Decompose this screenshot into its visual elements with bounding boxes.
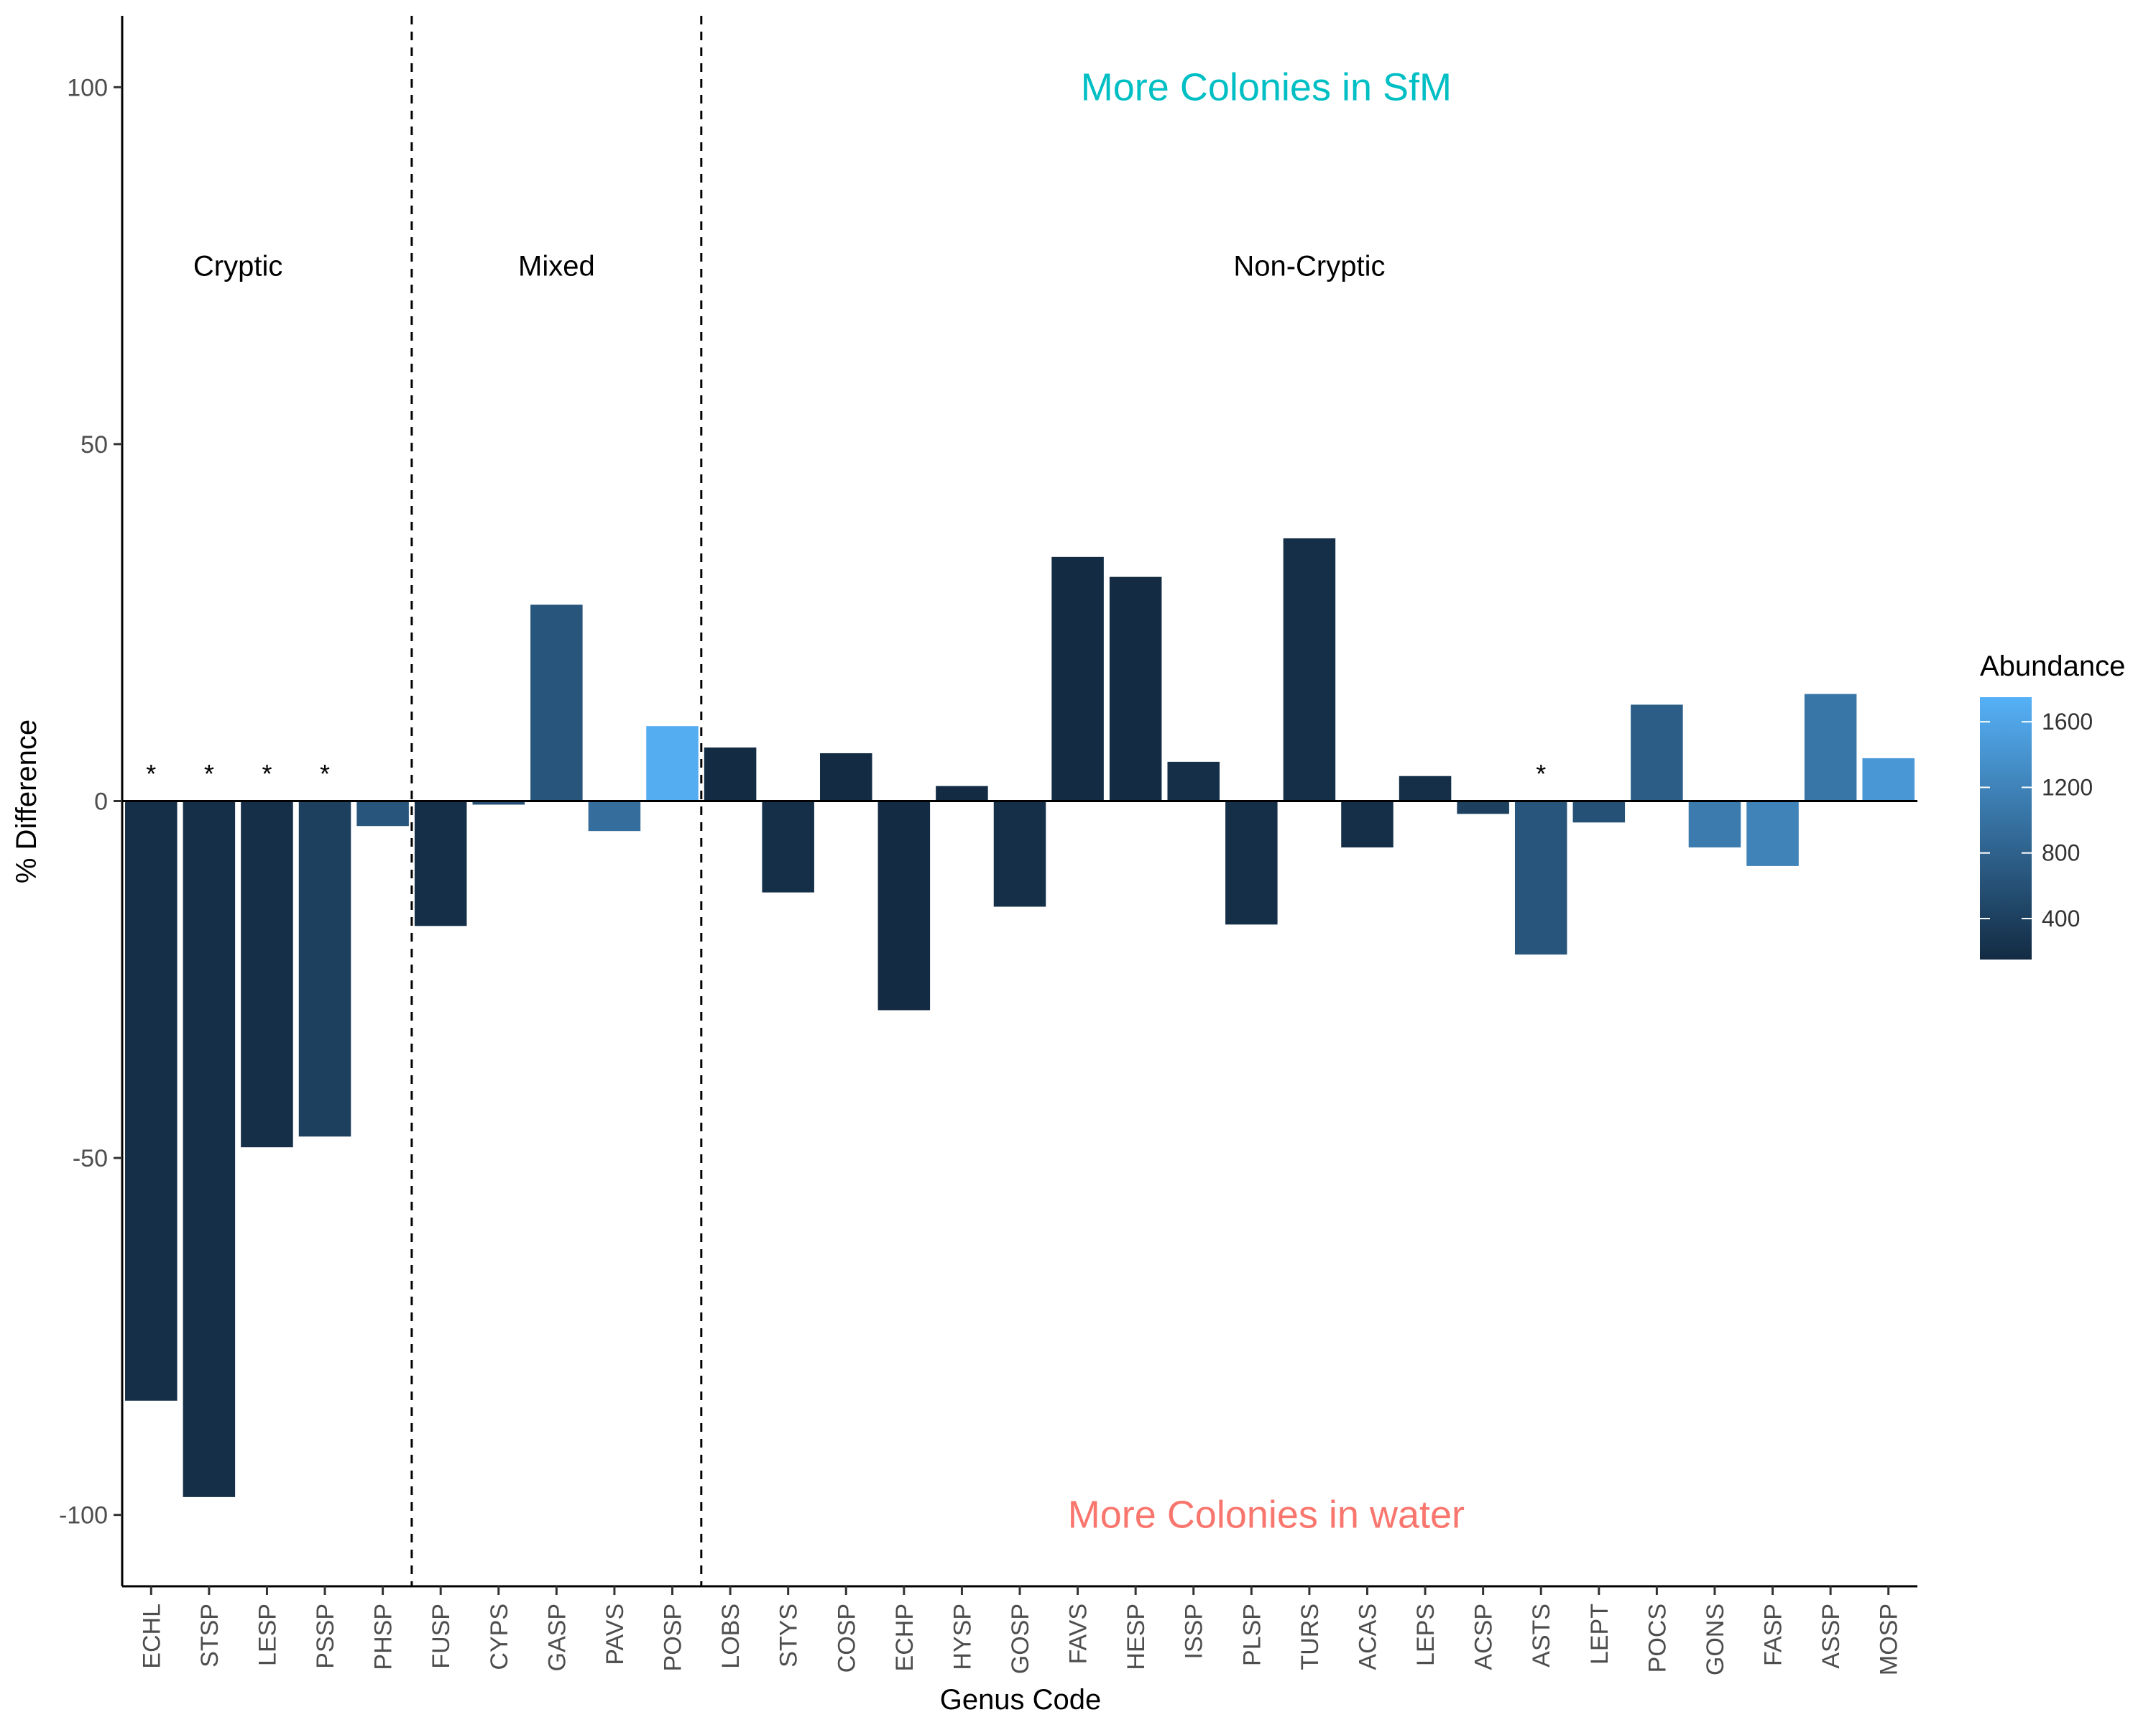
significance-star-pssp: * [320, 759, 330, 788]
x-tick-label: POSP [660, 1604, 687, 1671]
x-tick-label: LEPS [1412, 1604, 1439, 1666]
x-tick-label: POCS [1644, 1604, 1671, 1673]
bar-cosp [819, 753, 872, 801]
x-tick-label: FAVS [1065, 1604, 1092, 1664]
x-tick-label: HYSP [949, 1604, 976, 1670]
bar-gosp [993, 801, 1046, 907]
y-tick-label: -100 [59, 1502, 108, 1530]
bar-lesp [241, 801, 293, 1148]
significance-star-echl: * [146, 759, 156, 788]
significance-star-asts: * [1536, 759, 1546, 788]
x-tick-label: MOSP [1876, 1604, 1903, 1675]
y-tick-label: -50 [73, 1145, 108, 1172]
y-tick-label: 0 [94, 788, 108, 816]
bar-hesp [1109, 576, 1162, 801]
x-tick-label: LESP [254, 1604, 281, 1666]
bar-pssp [298, 801, 351, 1137]
group-label-cryptic: Cryptic [193, 251, 282, 282]
significance-star-lesp: * [262, 759, 272, 788]
legend-colorbar [1980, 697, 2032, 960]
bar-echp [877, 801, 931, 1011]
legend-layer: Abundance 1600 1200 800 400 [1980, 650, 2125, 960]
x-tick-label: ECHP [891, 1604, 918, 1671]
bar-acsp [1457, 801, 1509, 814]
bar-fusp [414, 801, 467, 926]
x-tick-label: CYPS [486, 1604, 513, 1670]
bar-pocs [1631, 704, 1683, 801]
x-tick-label: ACSP [1470, 1604, 1498, 1670]
x-tick-label: GASP [543, 1604, 571, 1671]
x-tick-label: GONS [1702, 1604, 1729, 1675]
x-tick-label: COSP [833, 1604, 860, 1673]
x-tick-label: HESP [1123, 1604, 1150, 1670]
x-tick-label: ACAS [1354, 1604, 1381, 1670]
bar-turs [1283, 538, 1336, 801]
x-tick-label: ISSP [1181, 1604, 1208, 1659]
bar-posp [646, 726, 699, 801]
y-axis-title: % Difference [11, 719, 42, 883]
y-tick-label: 50 [80, 431, 108, 459]
legend-tick-label: 400 [2042, 906, 2080, 932]
bar-asts [1514, 801, 1567, 955]
bar-pavs [588, 801, 641, 832]
bar-leps [1399, 776, 1452, 801]
bar-hysp [936, 786, 988, 801]
x-tick-label: FASP [1760, 1604, 1787, 1666]
x-tick-label: PHSP [370, 1604, 397, 1670]
bar-fasp [1746, 801, 1799, 866]
x-tick-label: ASTS [1528, 1604, 1555, 1668]
x-tick-label: PAVS [602, 1604, 629, 1665]
x-tick-label: PSSP [312, 1604, 339, 1669]
x-tick-label: STYS [775, 1604, 803, 1668]
bar-phsp [356, 801, 409, 827]
x-tick-label: LOBS [717, 1604, 745, 1669]
x-tick-label: TURS [1296, 1604, 1324, 1670]
significance-star-stsp: * [204, 759, 214, 788]
bars-layer [125, 538, 1915, 1497]
group-label-mixed: Mixed [518, 251, 595, 282]
bar-mosp [1862, 758, 1915, 801]
annotation-more-water: More Colonies in water [1068, 1494, 1465, 1537]
bar-lept [1572, 801, 1626, 823]
legend-title: Abundance [1980, 650, 2125, 682]
bar-assp [1804, 694, 1857, 801]
legend-tick-label: 1600 [2042, 709, 2093, 735]
group-label-non-cryptic: Non-Cryptic [1233, 251, 1385, 282]
bar-gasp [530, 604, 583, 801]
bar-stsp [183, 801, 236, 1497]
legend-tick-label: 1200 [2042, 774, 2093, 800]
bar-gons [1688, 801, 1741, 848]
bar-echl [125, 801, 178, 1401]
bar-issp [1167, 761, 1220, 801]
bar-cyps [472, 801, 525, 805]
bar-plsp [1225, 801, 1278, 925]
bar-acas [1341, 801, 1393, 848]
x-tick-label: ECHL [138, 1604, 165, 1669]
labels-layer: Cryptic Mixed Non-Cryptic More Colonies in … [146, 65, 1546, 1536]
axes-layer: 100 50 0 -50 -100 ECHL STSP LESP PSSP PHSP FUSP CYP… [59, 16, 1917, 1675]
x-tick-label: ASSP [1818, 1604, 1845, 1669]
bar-favs [1051, 556, 1104, 801]
x-tick-label: LEPT [1586, 1604, 1613, 1665]
x-tick-label: PLSP [1238, 1604, 1266, 1666]
legend-tick-label: 800 [2042, 840, 2080, 866]
y-tick-label: 100 [67, 74, 108, 101]
x-tick-label: FUSP [428, 1604, 455, 1669]
bar-lobs [704, 748, 757, 801]
annotation-more-sfm: More Colonies in SfM [1081, 65, 1452, 109]
x-tick-label: STSP [196, 1604, 224, 1668]
x-axis-title: Genus Code [940, 1684, 1102, 1716]
bar-stys [762, 801, 814, 893]
x-tick-label: GOSP [1007, 1604, 1034, 1674]
